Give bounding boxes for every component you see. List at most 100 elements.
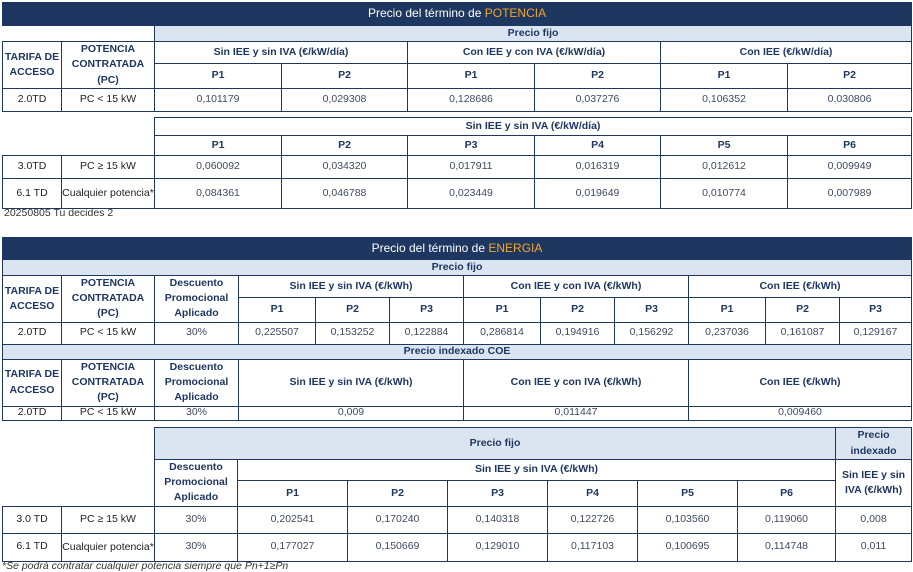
table-row: 6.1 TD Cualquier potencia* 30% 0,177027 … (2, 532, 913, 562)
period-header: P1 (238, 296, 316, 323)
period-header: P2 (540, 296, 615, 323)
value-cell: 0,037276 (534, 88, 661, 112)
table-row: 2.0TD PC < 15 kW 30% 0,009 0,011447 0,00… (2, 405, 912, 421)
value-cell: 0,012612 (660, 155, 788, 179)
tarifa-cell: 2.0TD (2, 405, 62, 421)
period-header: P1 (688, 296, 766, 323)
group-header: Sin IEE y sin IVA (€/kW/día) (154, 41, 408, 64)
value-cell: 0,029308 (281, 88, 408, 112)
value-cell: 0,046788 (281, 178, 408, 209)
value-cell: 0,122726 (547, 505, 638, 534)
potencia-cell: PC < 15 kW (61, 405, 155, 421)
value-cell: 0,009460 (688, 405, 912, 421)
period-header: P3 (614, 296, 689, 323)
period-header: P1 (407, 63, 535, 89)
col-descuento: Descuento Promocional Aplicado (154, 358, 239, 407)
period-header: P2 (534, 63, 661, 89)
period-header: P2 (765, 296, 840, 323)
group-header: Sin IEE y sin IVA (€/kWh) (238, 358, 464, 407)
potencia-cell: Cualquier potencia* (61, 178, 155, 209)
table-row: 2.0TD PC < 15 kW 30% 0,225507 0,153252 0… (2, 321, 912, 345)
value-cell: 0,010774 (660, 178, 788, 209)
period-header: P2 (315, 296, 390, 323)
value-cell: 0,034320 (281, 155, 408, 179)
value-cell: 0,140318 (447, 505, 548, 534)
period-header: P1 (660, 63, 788, 89)
value-cell: 0,030806 (786, 88, 913, 112)
value-cell: 0,060092 (154, 155, 282, 179)
potencia-cell: Cualquier potencia* (61, 532, 155, 562)
period-header: P2 (281, 63, 408, 89)
value-cell: 0,237036 (688, 321, 766, 345)
period-header: P3 (389, 296, 464, 323)
indexado-band: Precio indexado COE (2, 343, 912, 360)
value-cell: 0,017911 (407, 155, 535, 179)
potencia-cell: PC < 15 kW (61, 321, 155, 345)
tarifa-cell: 3.0TD (2, 155, 62, 179)
col-tarifa: TARIFA DE ACCESO (2, 358, 62, 407)
value-cell: 0,170240 (347, 505, 448, 534)
period-header: P6 (786, 135, 913, 156)
potencia-cell: PC ≥ 15 kW (61, 155, 155, 179)
period-header: P2 (281, 135, 408, 156)
potencia-cell: PC ≥ 15 kW (61, 505, 155, 534)
value-cell: 0,129167 (839, 321, 912, 345)
value-cell: 0,019649 (534, 178, 661, 209)
potencia-footnote: 20250805 Tu decides 2 (4, 207, 114, 219)
table-row: 2.0TD PC < 15 kW 0,101179 0,029308 0,128… (2, 88, 913, 112)
value-cell: 0,009949 (786, 155, 913, 179)
period-header: P2 (347, 480, 448, 507)
precio-indexado-band: Precio indexado (835, 427, 913, 460)
value-cell: 0,194916 (540, 321, 615, 345)
value-cell: 0,016319 (534, 155, 661, 179)
value-cell: 0,117103 (547, 532, 638, 562)
value-cell: 0,129010 (447, 532, 548, 562)
period-header: P1 (154, 135, 282, 156)
group-header: Sin IEE y sin IVA (€/kWh) (236, 458, 837, 482)
table-row: 3.0 TD PC ≥ 15 kW 30% 0,202541 0,170240 … (2, 505, 913, 534)
indexado-col-header: Sin IEE y sin IVA (€/kWh) (835, 459, 913, 507)
potencia-table: Precio del término de POTENCIA Precio fi… (1, 2, 913, 209)
col-potencia: POTENCIA CONTRATADA (PC) (61, 275, 155, 323)
tarifa-cell: 6.1 TD (2, 532, 62, 562)
value-cell: 0,101179 (154, 88, 282, 112)
value-cell: 0,007989 (786, 178, 913, 209)
period-header: P1 (154, 63, 282, 89)
group-header: Con IEE (€/kWh) (688, 358, 912, 407)
table-row: 3.0TD PC ≥ 15 kW 0,060092 0,034320 0,017… (2, 155, 913, 179)
group-header: Con IEE (€/kW/día) (659, 41, 913, 64)
table-row: 6.1 TD Cualquier potencia* 0,084361 0,04… (2, 178, 913, 209)
value-cell: 0,114748 (736, 532, 837, 562)
precio-fijo-band: Precio fijo (2, 259, 912, 276)
period-header: P3 (839, 296, 912, 323)
col-potencia: POTENCIA CONTRATADA (PC) (61, 41, 155, 89)
period-header: P5 (660, 135, 788, 156)
group-header: Sin IEE y sin IVA (€/kW/día) (153, 117, 913, 136)
value-cell: 0,156292 (614, 321, 689, 345)
period-header: P3 (407, 135, 535, 156)
energia-6p-table: Precio fijo Precio indexado Descuento Pr… (2, 427, 913, 562)
value-cell: 0,106352 (660, 88, 788, 112)
value-cell: 0,150669 (347, 532, 448, 562)
tarifa-cell: 2.0TD (2, 88, 62, 112)
tarifa-cell: 6.1 TD (2, 178, 62, 209)
energia-table: Precio del término de ENERGIA Precio fij… (2, 237, 912, 421)
value-cell: 0,128686 (407, 88, 535, 112)
group-header: Con IEE y con IVA (€/kW/día) (407, 41, 661, 64)
tarifa-cell: 2.0TD (2, 321, 62, 345)
value-cell: 0,161087 (765, 321, 840, 345)
col-tarifa: TARIFA DE ACCESO (2, 41, 62, 89)
potencia-cell: PC < 15 kW (61, 88, 155, 112)
indexado-cell: 0,011 (835, 532, 913, 562)
descuento-cell: 30% (154, 532, 238, 562)
group-header: Con IEE (€/kWh) (688, 275, 912, 298)
descuento-cell: 30% (154, 505, 238, 534)
value-cell: 0,286814 (463, 321, 541, 345)
value-cell: 0,011447 (463, 405, 689, 421)
period-header: P4 (534, 135, 661, 156)
col-descuento: Descuento Promocional Aplicado (154, 275, 239, 323)
col-descuento: Descuento Promocional Aplicado (154, 459, 238, 507)
value-cell: 0,119060 (736, 505, 837, 534)
group-header: Con IEE y con IVA (€/kWh) (463, 358, 689, 407)
period-header: P4 (547, 480, 638, 507)
